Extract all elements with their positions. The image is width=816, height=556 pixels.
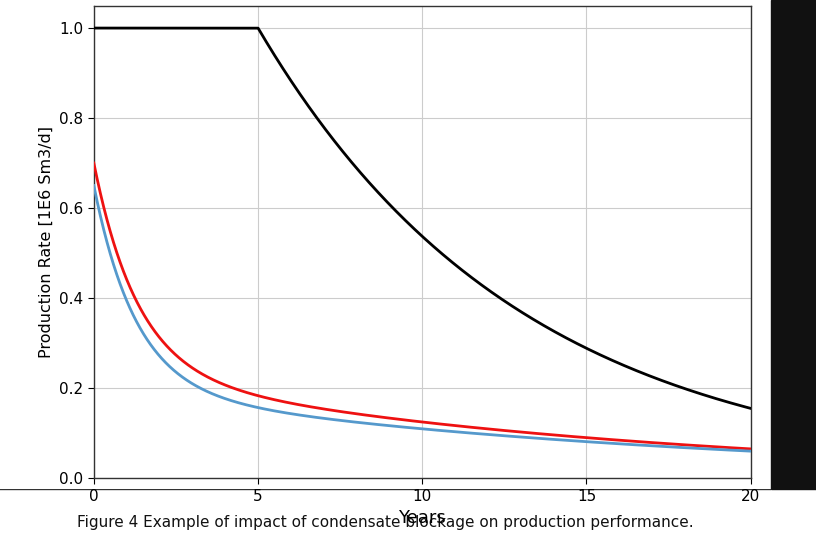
Text: Figure 4 Example of impact of condensate blockage on production performance.: Figure 4 Example of impact of condensate… xyxy=(78,515,694,530)
X-axis label: Years: Years xyxy=(398,509,446,527)
Y-axis label: Production Rate [1E6 Sm3/d]: Production Rate [1E6 Sm3/d] xyxy=(38,126,54,358)
